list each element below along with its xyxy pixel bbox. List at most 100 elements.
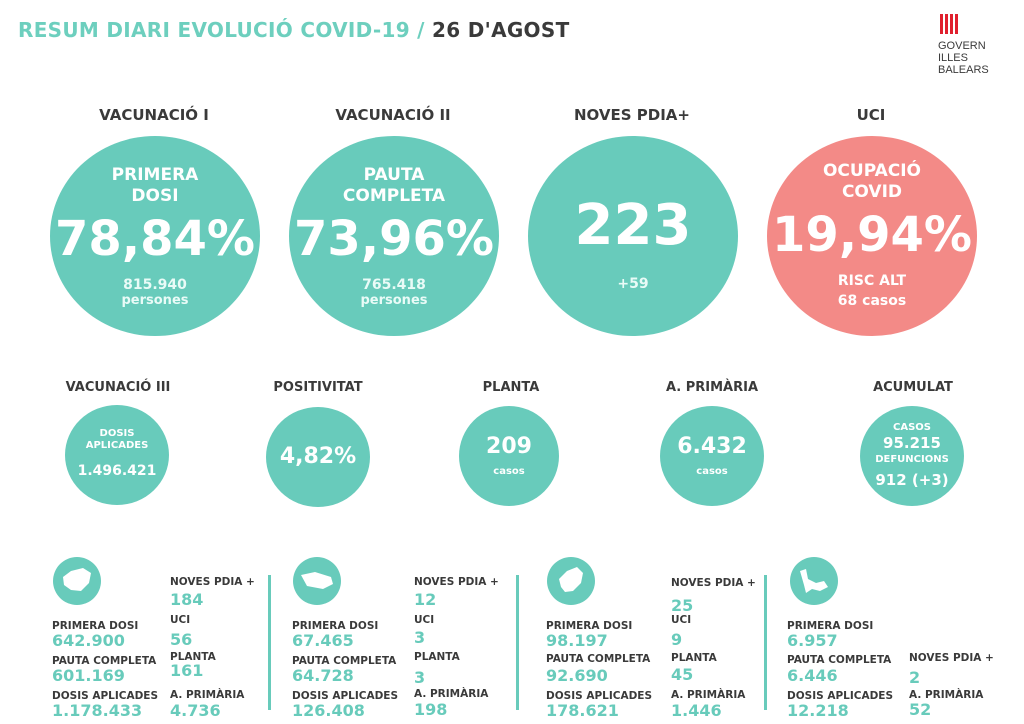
label-a-primaria: A. PRIMÀRIA xyxy=(414,688,489,700)
cases-total: 95.215 xyxy=(883,434,941,452)
circle-value: 19,94% xyxy=(772,207,972,263)
mallorca-island-icon xyxy=(53,557,101,605)
label-planta: PLANTA xyxy=(170,651,216,663)
header-vacunacio-1: VACUNACIÓ I xyxy=(99,106,209,124)
label-noves-pdia: NOVES PDIA + xyxy=(671,577,756,589)
circle-value: 1.496.421 xyxy=(77,463,157,479)
circle-label-line: COVID xyxy=(841,182,903,202)
value-noves-pdia: 12 xyxy=(414,590,437,609)
circle-vacunacio-1: PRIMERA DOSI 78,84% 815.940 persones xyxy=(50,136,260,336)
value-noves-pdia: 2 xyxy=(909,668,921,687)
circle-label: CASOS xyxy=(893,422,931,433)
circle-positivitat: 4,82% xyxy=(266,407,370,507)
label-primera-dosi: PRIMERA DOSI xyxy=(52,620,139,632)
value-primera-dosi: 6.957 xyxy=(787,631,838,650)
value-dosis-aplicades: 178.621 xyxy=(546,701,619,720)
circle-value: 78,84% xyxy=(55,210,255,267)
deaths-total: 912 (+3) xyxy=(875,471,949,489)
circle-label-line: PRIMERA xyxy=(111,164,199,185)
value-primera-dosi: 642.900 xyxy=(52,631,125,650)
label-primera-dosi: PRIMERA DOSI xyxy=(546,620,633,632)
circle-unit: casos xyxy=(493,466,525,477)
value-planta: 3 xyxy=(414,668,426,687)
value-dosis-aplicades: 12.218 xyxy=(787,701,849,720)
label-dosis-aplicades: DOSIS APLICADES xyxy=(787,690,894,702)
circle-label-line: DOSI xyxy=(131,185,179,206)
circle-value: 4,82% xyxy=(279,444,357,469)
circle-value: 6.432 xyxy=(677,434,747,459)
uci-cases: 68 casos xyxy=(837,293,907,309)
label-noves-pdia: NOVES PDIA + xyxy=(170,576,255,588)
value-uci: 56 xyxy=(170,630,193,649)
header-acumulat: ACUMULAT xyxy=(873,380,953,395)
value-primera-dosi: 67.465 xyxy=(292,631,354,650)
value-pauta-completa: 6.446 xyxy=(787,666,838,685)
header-vacunacio-3: VACUNACIÓ III xyxy=(65,380,171,395)
eivissa-island-icon xyxy=(547,557,595,605)
circle-vacunacio-2: PAUTA COMPLETA 73,96% 765.418 persones xyxy=(289,136,499,336)
circle-value: 209 xyxy=(486,434,532,459)
circle-acumulat: CASOS 95.215 DEFUNCIONS 912 (+3) xyxy=(860,406,964,506)
label-pauta-completa: PAUTA COMPLETA xyxy=(52,655,157,667)
circle-unit: casos xyxy=(696,466,728,477)
label-pauta-completa: PAUTA COMPLETA xyxy=(546,653,651,665)
circle-label-line: PAUTA xyxy=(363,164,425,185)
value-planta: 161 xyxy=(170,661,204,680)
value-uci: 9 xyxy=(671,630,683,649)
circle-unit: persones xyxy=(121,292,189,308)
title-main: RESUM DIARI EVOLUCIÓ COVID-19 / xyxy=(18,18,425,42)
divider xyxy=(268,575,271,710)
govern-logo: GOVERN ILLES BALEARS xyxy=(938,14,1018,76)
header-positivitat: POSITIVITAT xyxy=(273,380,363,395)
logo-line-2: ILLES xyxy=(938,52,968,64)
formentera-island-icon xyxy=(790,557,838,605)
circle-value: 223 xyxy=(574,193,692,258)
value-a-primaria: 198 xyxy=(414,700,448,719)
page-title: RESUM DIARI EVOLUCIÓ COVID-19 / 26 D'AGO… xyxy=(18,18,570,42)
label-primera-dosi: PRIMERA DOSI xyxy=(292,620,379,632)
header-noves-pdia: NOVES PDIA+ xyxy=(574,106,690,124)
title-date: 26 D'AGOST xyxy=(432,18,570,42)
label-a-primaria: A. PRIMÀRIA xyxy=(909,689,984,701)
header-a-primaria: A. PRIMÀRIA xyxy=(665,380,759,395)
divider xyxy=(516,575,519,710)
menorca-island-icon xyxy=(293,557,341,605)
value-pauta-completa: 92.690 xyxy=(546,666,608,685)
value-pauta-completa: 64.728 xyxy=(292,666,354,685)
label-pauta-completa: PAUTA COMPLETA xyxy=(787,654,892,666)
header-uci: UCI xyxy=(856,106,886,124)
label-pauta-completa: PAUTA COMPLETA xyxy=(292,655,397,667)
label-noves-pdia: NOVES PDIA + xyxy=(909,652,994,664)
govern-logo-icon xyxy=(940,14,1018,34)
circle-count: 815.940 xyxy=(123,276,187,293)
circle-label: DEFUNCIONS xyxy=(875,454,949,465)
header-planta: PLANTA xyxy=(482,380,540,395)
label-uci: UCI xyxy=(170,614,191,626)
label-dosis-aplicades: DOSIS APLICADES xyxy=(546,690,653,702)
value-noves-pdia: 184 xyxy=(170,590,204,609)
header-vacunacio-2: VACUNACIÓ II xyxy=(335,106,451,124)
circle-unit: persones xyxy=(360,292,428,308)
value-dosis-aplicades: 126.408 xyxy=(292,701,365,720)
label-planta: PLANTA xyxy=(671,652,717,664)
label-planta: PLANTA xyxy=(414,651,460,663)
value-primera-dosi: 98.197 xyxy=(546,631,608,650)
value-noves-pdia: 25 xyxy=(671,596,694,615)
value-uci: 3 xyxy=(414,628,426,647)
circle-uci: OCUPACIÓ COVID 19,94% RISC ALT 68 casos xyxy=(767,136,977,336)
circle-noves-pdia: 223 +59 xyxy=(528,136,738,336)
value-a-primaria: 4.736 xyxy=(170,701,221,720)
circle-count: 765.418 xyxy=(362,276,426,293)
label-uci: UCI xyxy=(414,614,435,626)
circle-label-line: OCUPACIÓ xyxy=(822,161,922,181)
label-uci: UCI xyxy=(671,614,692,626)
label-noves-pdia: NOVES PDIA + xyxy=(414,576,499,588)
divider xyxy=(764,575,767,710)
label-a-primaria: A. PRIMÀRIA xyxy=(671,689,746,701)
value-dosis-aplicades: 1.178.433 xyxy=(52,701,143,720)
circle-label-line: APLICADES xyxy=(85,440,149,451)
label-dosis-aplicades: DOSIS APLICADES xyxy=(292,690,399,702)
circle-planta: 209 casos xyxy=(459,406,559,506)
value-pauta-completa: 601.169 xyxy=(52,666,125,685)
circle-delta: +59 xyxy=(617,276,649,292)
